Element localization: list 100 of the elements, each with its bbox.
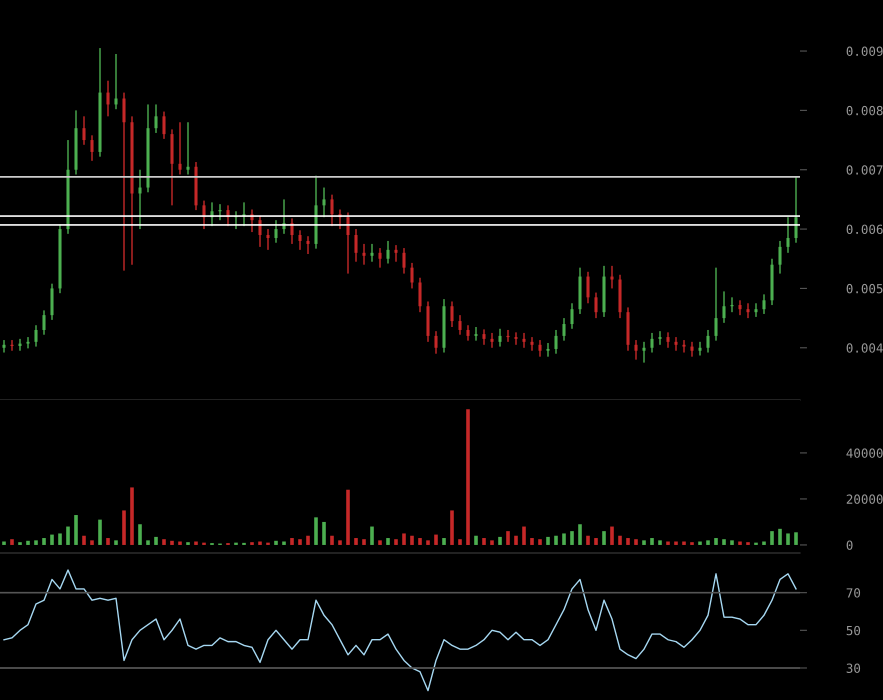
y-tick-label: 0.009: [846, 46, 883, 56]
candlestick: [738, 300, 742, 316]
candlestick: [394, 244, 398, 262]
candlestick: [362, 243, 366, 266]
y-tick-label: 0.006: [846, 224, 883, 234]
candlestick: [322, 186, 326, 218]
bar: [122, 510, 126, 545]
bar: [434, 534, 438, 545]
bar: [330, 536, 334, 545]
candlestick: [762, 294, 766, 315]
candlestick: [138, 169, 142, 230]
candlestick: [386, 240, 390, 264]
candlestick: [370, 243, 374, 262]
bar: [114, 540, 118, 545]
candlestick: [674, 336, 678, 352]
bar: [402, 533, 406, 545]
bar: [18, 542, 22, 545]
candlestick: [50, 282, 54, 321]
bar: [386, 538, 390, 545]
y-tick-label: 50: [846, 626, 860, 636]
candlestick: [66, 139, 70, 235]
bar: [458, 539, 462, 545]
candlestick: [658, 330, 662, 346]
candlestick: [378, 247, 382, 268]
candlestick: [74, 110, 78, 176]
candlestick: [786, 216, 790, 254]
candlestick: [586, 271, 590, 304]
bar: [170, 540, 174, 545]
bar: [82, 536, 86, 545]
bar: [298, 539, 302, 545]
candlestick: [770, 258, 774, 306]
bar: [466, 409, 470, 545]
bar: [370, 526, 374, 545]
bar: [778, 528, 782, 545]
bar: [186, 542, 190, 545]
bar: [194, 541, 198, 545]
bar: [522, 526, 526, 545]
y-tick-label: 0: [846, 540, 853, 550]
bar: [290, 538, 294, 545]
bar: [506, 531, 510, 545]
candlestick: [442, 298, 446, 354]
candlestick: [618, 274, 622, 319]
candlestick: [634, 339, 638, 360]
candlestick: [602, 265, 606, 318]
bar: [410, 536, 414, 545]
bar: [258, 541, 262, 545]
y-tick-label: 20000: [846, 494, 883, 504]
y-tick-label: 0.007: [846, 165, 883, 175]
candlestick: [722, 290, 726, 324]
candlestick: [474, 326, 478, 342]
bar: [682, 541, 686, 545]
bar: [474, 536, 478, 545]
candlestick: [202, 200, 206, 230]
candlestick: [178, 122, 182, 176]
candlestick: [594, 292, 598, 319]
candlestick: [314, 174, 318, 250]
bar: [658, 540, 662, 545]
candlestick: [434, 330, 438, 354]
bar: [58, 533, 62, 545]
bar: [130, 487, 134, 545]
bar: [106, 538, 110, 545]
bar: [562, 533, 566, 545]
candlestick: [34, 324, 38, 348]
bar: [378, 540, 382, 545]
candlestick: [330, 194, 334, 227]
candlestick: [626, 306, 630, 352]
candlestick: [410, 262, 414, 290]
bar: [354, 538, 358, 545]
candlestick: [666, 332, 670, 348]
y-tick-label: 0.005: [846, 284, 882, 294]
bar: [594, 538, 598, 545]
candlestick: [274, 219, 278, 244]
candlestick: [90, 134, 94, 162]
bar: [338, 540, 342, 545]
candlestick: [354, 228, 358, 262]
bar: [762, 541, 766, 545]
y-tick-label: 40000: [846, 448, 883, 458]
bar: [42, 538, 46, 545]
candlestick: [82, 116, 86, 146]
bar: [698, 541, 702, 545]
candlestick: [122, 92, 126, 272]
candlestick: [306, 236, 310, 255]
candlestick: [570, 302, 574, 330]
candlestick: [194, 161, 198, 211]
bar: [394, 539, 398, 545]
bar: [322, 522, 326, 545]
candlestick: [146, 104, 150, 193]
candlestick: [466, 324, 470, 342]
y-tick-label: 0.004: [846, 343, 883, 353]
candlestick: [530, 336, 534, 352]
bar: [738, 541, 742, 545]
bar: [426, 540, 430, 545]
bar: [10, 539, 14, 545]
bar: [274, 540, 278, 545]
bar: [362, 539, 366, 545]
bar: [66, 526, 70, 545]
candlestick: [258, 214, 262, 248]
candlestick: [794, 176, 798, 244]
bar: [714, 538, 718, 545]
candlestick: [538, 339, 542, 358]
